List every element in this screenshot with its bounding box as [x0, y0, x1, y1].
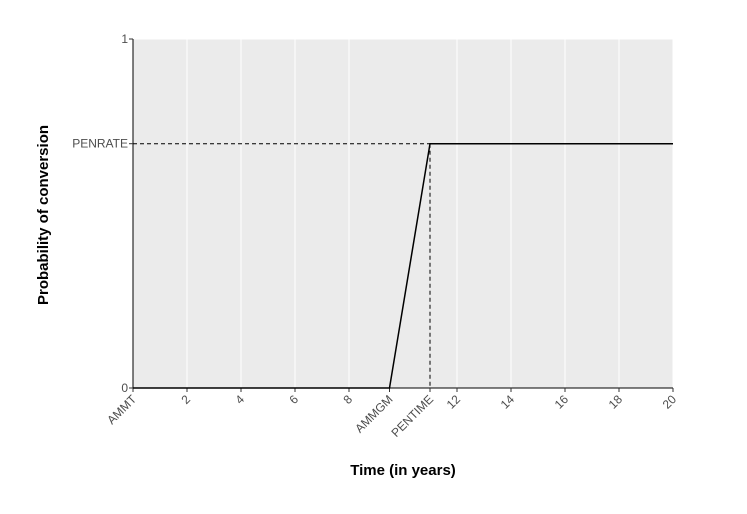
x-tick-label: AMMT — [104, 392, 139, 427]
plot-panel — [133, 39, 673, 388]
x-tick-label: 2 — [178, 392, 193, 407]
x-tick-label: 14 — [498, 392, 518, 412]
x-tick-label: 12 — [444, 392, 464, 412]
x-tick-label: 16 — [552, 392, 572, 412]
x-tick-label: PENTIME — [389, 392, 437, 440]
x-tick-label: 20 — [660, 392, 680, 412]
x-tick-label: 18 — [606, 392, 626, 412]
y-axis-title: Probability of conversion — [35, 125, 52, 305]
x-tick-label: 4 — [232, 392, 247, 407]
x-tick-label: 6 — [286, 392, 301, 407]
x-tick-label: 8 — [340, 392, 355, 407]
data-line — [133, 142, 673, 389]
y-tick-label: PENRATE — [72, 137, 128, 151]
y-tick-label: 0 — [121, 381, 128, 395]
x-axis-title: Time (in years) — [350, 462, 456, 479]
y-tick-label: 1 — [121, 32, 128, 46]
